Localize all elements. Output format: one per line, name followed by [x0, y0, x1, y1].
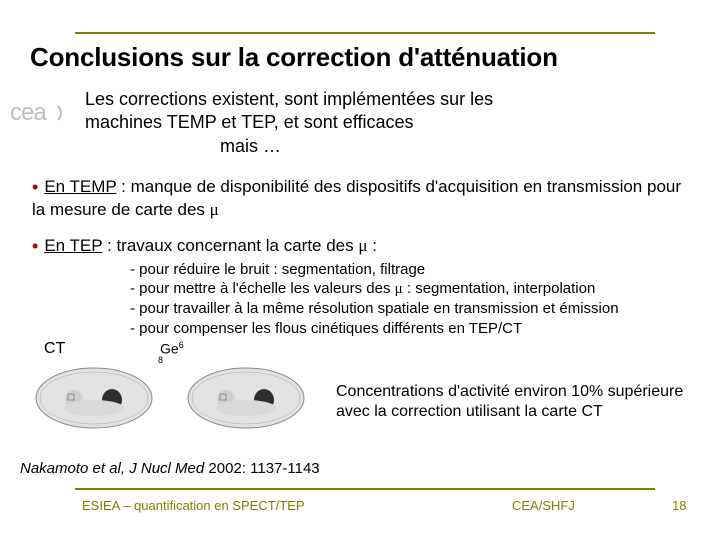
footer-center: CEA/SHFJ: [512, 498, 575, 513]
bullet-icon: •: [32, 177, 38, 197]
citation-rest: 2002: 1137-1143: [204, 460, 319, 477]
footer-left: ESIEA – quantification en SPECT/TEP: [82, 498, 305, 513]
intro-line1: Les corrections existent, sont implément…: [85, 89, 493, 109]
page-number: 18: [672, 498, 686, 513]
mu-symbol: μ: [210, 200, 219, 219]
intro-text: Les corrections existent, sont implément…: [85, 88, 493, 133]
sub-item: - pour mettre à l'échelle les valeurs de…: [130, 279, 690, 299]
bottom-rule: [75, 488, 655, 490]
ge-sup: 6: [179, 340, 184, 350]
sub-item: - pour réduire le bruit : segmentation, …: [130, 260, 690, 279]
intro-line2: machines TEMP et TEP, et sont efficaces: [85, 112, 414, 132]
temp-prefix: En TEMP: [44, 177, 116, 196]
mu-symbol: μ: [358, 236, 367, 255]
tep-prefix: En TEP: [44, 236, 102, 255]
sub-item: - pour compenser les flous cinétiques di…: [130, 319, 690, 338]
tep-rest: : travaux concernant la carte des: [102, 236, 358, 255]
sub-item-pre: - pour mettre à l'échelle les valeurs de…: [130, 280, 395, 297]
bullet-icon: •: [32, 236, 38, 256]
cea-logo: cea: [10, 98, 68, 126]
top-rule: [75, 32, 655, 34]
point-tep: • En TEP : travaux concernant la carte de…: [32, 236, 682, 257]
citation: Nakamoto et al, J Nucl Med 2002: 1137-11…: [20, 460, 320, 477]
intro-line3: mais …: [220, 136, 281, 157]
tep-sublist: - pour réduire le bruit : segmentation, …: [130, 260, 690, 338]
citation-ital: Nakamoto et al, J Nucl Med: [20, 460, 204, 477]
mu-symbol: μ: [395, 281, 403, 297]
tep-tail: :: [368, 236, 377, 255]
scan-image-ct: [28, 358, 160, 434]
scan-image-ge: [180, 358, 312, 434]
point-temp: • En TEMP : manque de disponibilité des d…: [32, 176, 682, 220]
ct-label: CT: [44, 340, 65, 358]
slide-title: Conclusions sur la correction d'atténuat…: [30, 42, 558, 73]
temp-rest: : manque de disponibilité des dispositif…: [32, 177, 681, 219]
sub-item-post: : segmentation, interpolation: [403, 280, 596, 297]
svg-text:cea: cea: [10, 99, 47, 126]
sub-item: - pour travailler à la même résolution s…: [130, 299, 690, 318]
conclusion-text: Concentrations d'activité environ 10% su…: [336, 382, 696, 421]
